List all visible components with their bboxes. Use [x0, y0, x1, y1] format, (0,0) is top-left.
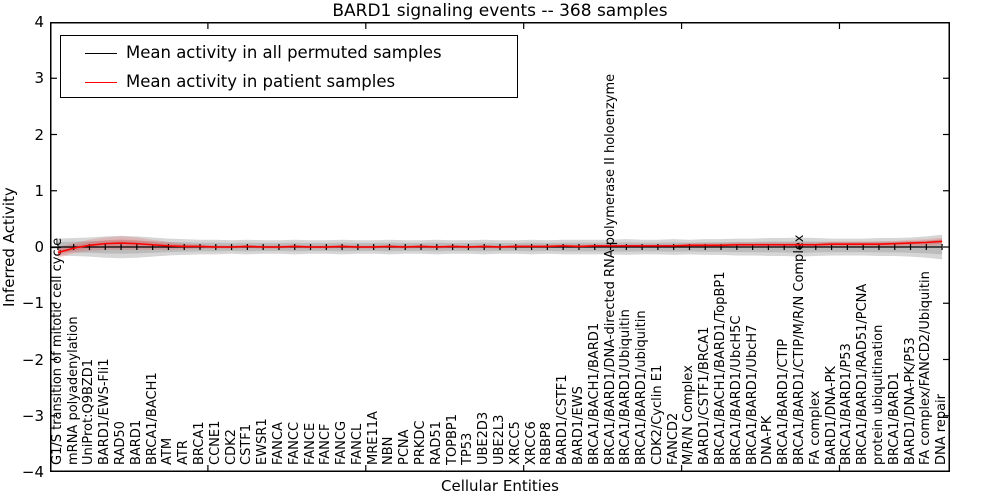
- x-category-label: DNA-PK: [760, 415, 776, 465]
- x-category-label: BRCA1/BARD1/UbcH5C: [728, 315, 744, 465]
- x-category-label: BRCA1/BARD1/ubiquitin: [634, 310, 650, 465]
- x-category-label: BRCA1/BARD1/UbcH7: [744, 324, 760, 465]
- x-category-label: BRCA1/BARD1/RAD51/PCNA: [855, 283, 871, 465]
- x-axis-label: Cellular Entities: [441, 477, 559, 495]
- legend-entry-permuted: Mean activity in all permuted samples: [61, 39, 517, 69]
- patient-line-sample: [85, 82, 117, 83]
- plot-title: BARD1 signaling events -- 368 samples: [332, 1, 668, 21]
- x-category-label: RBBP8: [539, 422, 555, 465]
- y-tick-label: 4: [34, 13, 44, 31]
- x-category-label: BRCA1/BACH1/BARD1: [586, 322, 602, 465]
- y-tick-label: −4: [21, 463, 44, 481]
- x-category-label: FA complex: [807, 390, 823, 465]
- x-category-label: CDK2/Cyclin E1: [649, 364, 665, 465]
- x-category-label: BRCA1/BACH1/BARD1/TopBP1: [713, 271, 729, 465]
- x-category-label: FA complex/FANCD2/Ubiquitin: [918, 271, 934, 465]
- x-category-label: M/R/N Complex: [681, 365, 697, 465]
- x-category-label: BARD1/DNA-PK: [823, 366, 839, 465]
- y-tick-label: 3: [34, 69, 44, 88]
- x-category-label: BARD1/EWS: [570, 386, 586, 465]
- legend: Mean activity in all permuted samples Me…: [60, 35, 518, 98]
- legend-entry-patient: Mean activity in patient samples: [61, 68, 517, 98]
- y-tick-label: −3: [21, 406, 44, 425]
- x-category-label: DNA repair: [934, 394, 950, 465]
- x-category-label: BRCA1/BARD1/DNA-directed RNA polymerase …: [602, 73, 618, 465]
- permuted-line-sample: [85, 53, 117, 54]
- y-tick-label: 1: [34, 181, 44, 200]
- y-tick-label: 2: [34, 125, 44, 144]
- x-category-label: BRCA1/BARD1/CTIP: [776, 338, 792, 465]
- x-category-label: BARD1/DNA-PK/P53: [902, 337, 918, 465]
- x-category-label: BARD1/CSTF1: [555, 374, 571, 465]
- y-tick-label: −1: [21, 294, 44, 313]
- x-category-label: BRCA1/BARD1: [886, 371, 902, 465]
- y-tick-label: −2: [21, 350, 44, 369]
- y-tick-label: 0: [34, 238, 44, 256]
- legend-entry-label: Mean activity in patient samples: [126, 72, 396, 91]
- x-category-label: FANCD2: [665, 412, 681, 465]
- x-category-label: BRCA1/BARD1/P53: [839, 343, 855, 465]
- x-category-label: BRCA1/BARD1/CTIP/M/R/N Complex: [792, 234, 807, 465]
- x-category-label: XRCC6: [523, 421, 539, 465]
- x-category-label: protein ubiquitination: [870, 324, 886, 465]
- x-category-label: BRCA1/BARD1/Ubiquitin: [618, 309, 634, 465]
- x-category-label: BARD1/CSTF1/BRCA1: [697, 326, 713, 465]
- legend-entry-label: Mean activity in all permuted samples: [126, 43, 442, 62]
